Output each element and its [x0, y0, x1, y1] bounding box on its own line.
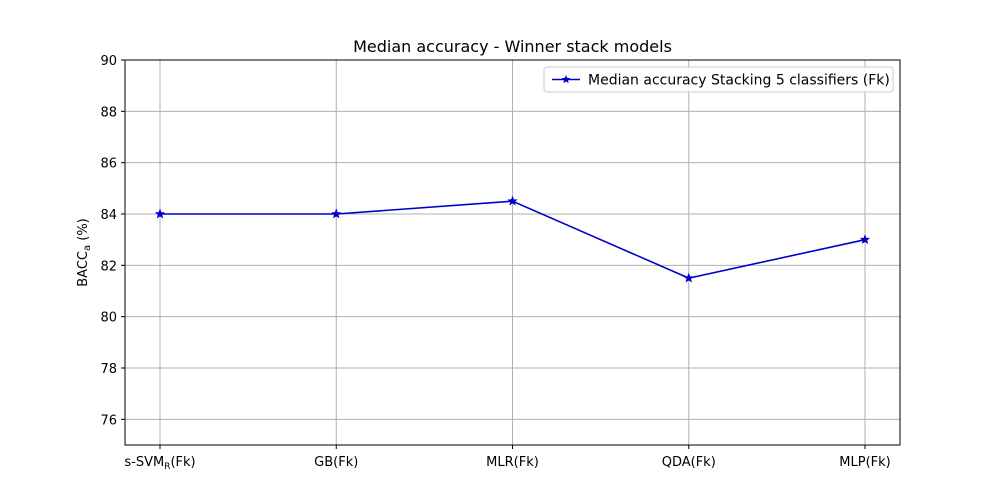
series-layer	[154, 195, 871, 283]
y-axis-label-suffix: (%)	[76, 218, 91, 245]
data-point-star	[683, 272, 694, 283]
x-tick-label-main: MLP(Fk)	[839, 455, 890, 470]
x-tick-label: GB(Fk)	[314, 455, 358, 470]
y-tick-label: 86	[100, 157, 117, 172]
y-axis-label-subscript: a	[82, 245, 93, 251]
x-tick-label-main: MLR(Fk)	[486, 455, 539, 470]
x-tick-label-main: GB(Fk)	[314, 455, 358, 470]
data-point-star	[154, 208, 166, 219]
y-tick-label: 90	[100, 54, 117, 69]
y-axis-label: BACCa (%)	[76, 218, 93, 287]
x-tick-label: MLR(Fk)	[486, 455, 539, 470]
x-tick-label-main: s-SVM	[124, 455, 164, 470]
y-tick-label: 82	[100, 259, 117, 274]
x-tick-label-rest: (Fk)	[170, 455, 195, 470]
y-tick-label: 78	[100, 362, 117, 377]
y-axis-ticks: 76 78 80 82 84 86 88 90	[100, 54, 125, 428]
x-tick-label: MLP(Fk)	[839, 455, 890, 470]
plot-frame	[124, 59, 901, 446]
chart-title: Median accuracy - Winner stack models	[353, 37, 672, 56]
x-tick-label-subscript: R	[164, 462, 170, 472]
x-tick-label-main: QDA(Fk)	[662, 455, 716, 470]
y-axis-label-main: BACC	[76, 251, 91, 287]
data-point-star	[859, 234, 871, 245]
y-tick-label: 84	[100, 208, 117, 223]
legend-star-marker	[561, 74, 571, 84]
y-tick-label: 80	[100, 311, 117, 326]
legend: Median accuracy Stacking 5 classifiers (…	[543, 66, 894, 93]
x-tick-label: s-SVMR(Fk)	[124, 455, 195, 472]
x-tick-label: QDA(Fk)	[662, 455, 716, 470]
grid-lines	[125, 59, 900, 445]
x-axis-ticks: s-SVMR(Fk) GB(Fk) MLR(Fk) QDA(Fk) MLP(Fk)	[124, 445, 891, 472]
y-tick-label: 76	[100, 413, 117, 428]
data-point-star	[331, 208, 342, 219]
legend-label: Median accuracy Stacking 5 classifiers (…	[588, 73, 890, 89]
legend-box	[543, 66, 894, 93]
y-tick-label: 88	[100, 105, 117, 120]
data-point-star	[507, 195, 518, 206]
